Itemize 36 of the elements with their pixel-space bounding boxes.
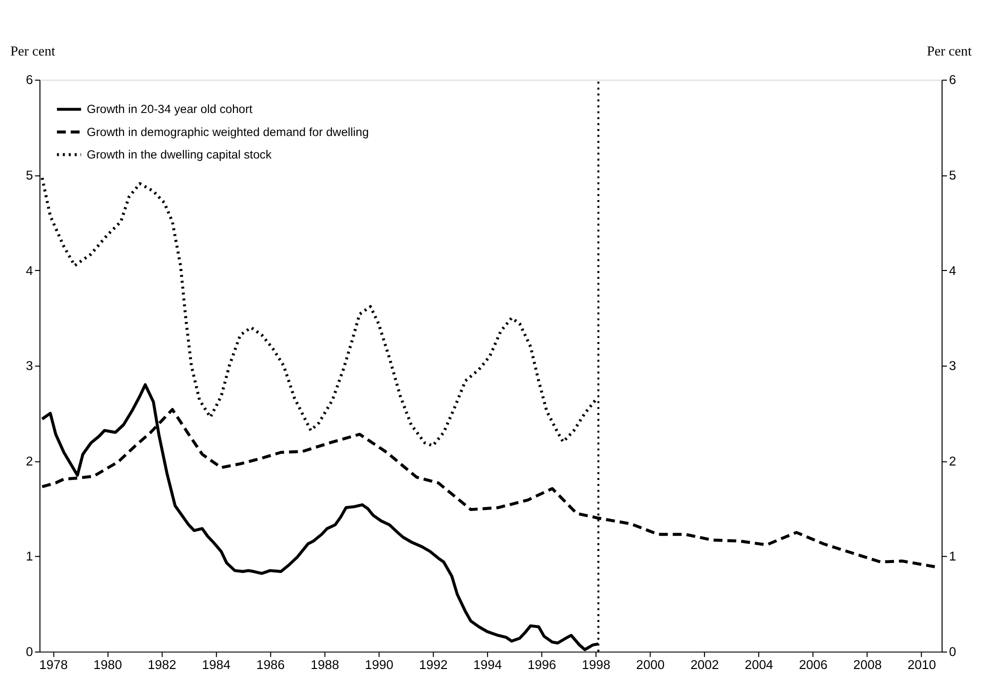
x-tick-label: 1984 bbox=[202, 656, 231, 672]
y2-tick-label: 6 bbox=[948, 72, 956, 88]
x-tick-label: 2006 bbox=[798, 656, 828, 672]
y2-tick-label: 1 bbox=[948, 548, 956, 564]
x-tick-label: 2008 bbox=[853, 656, 882, 672]
x-tick-label: 2010 bbox=[908, 656, 936, 672]
y-tick-label: 1 bbox=[26, 548, 34, 564]
x-tick-label: 1992 bbox=[419, 656, 448, 672]
y2-tick-label: 4 bbox=[948, 262, 956, 278]
y2-tick-label: 2 bbox=[948, 453, 956, 468]
x-tick-label: 1986 bbox=[256, 656, 285, 672]
y-axis-title: Per cent bbox=[10, 44, 56, 59]
x-tick-label: 1980 bbox=[94, 656, 122, 672]
x-tick-label: 1990 bbox=[364, 656, 394, 672]
x-tick-label: 2004 bbox=[744, 656, 774, 672]
x-tick-label: 1998 bbox=[582, 656, 610, 672]
y-tick-label: 4 bbox=[26, 262, 34, 278]
x-tick-label: 1978 bbox=[39, 656, 68, 672]
x-tick-label: 1994 bbox=[473, 656, 502, 672]
legend-label: Growth in the dwelling capital stock bbox=[86, 148, 272, 162]
y2-tick-label: 0 bbox=[948, 644, 956, 660]
y2-tick-label: 3 bbox=[948, 358, 956, 374]
y2-axis-title: Per cent bbox=[926, 44, 972, 59]
legend-label: Growth in 20-34 year old cohort bbox=[86, 102, 254, 116]
x-tick-label: 1996 bbox=[528, 656, 556, 672]
y-tick-label: 2 bbox=[26, 453, 34, 468]
y2-tick-label: 5 bbox=[948, 167, 956, 182]
x-tick-label: 2000 bbox=[636, 656, 665, 672]
y-tick-label: 0 bbox=[26, 644, 34, 660]
x-tick-label: 2002 bbox=[690, 656, 719, 672]
legend-label: Growth in demographic weighted demand for dwelling bbox=[86, 124, 369, 139]
x-tick-label: 1982 bbox=[148, 656, 176, 672]
y-tick-label: 6 bbox=[26, 72, 34, 88]
y-tick-label: 5 bbox=[26, 167, 34, 182]
x-tick-label: 1988 bbox=[310, 656, 340, 672]
y-tick-label: 3 bbox=[26, 358, 34, 374]
